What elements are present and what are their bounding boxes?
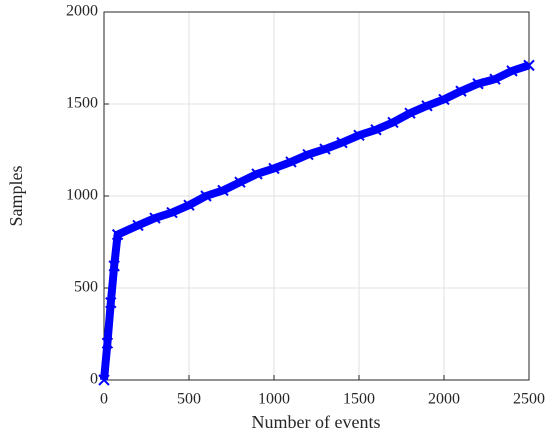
data-marker — [353, 129, 365, 141]
data-marker — [438, 93, 450, 106]
y-tick-label: 1500 — [66, 95, 98, 112]
data-marker — [149, 212, 161, 224]
data-marker — [370, 124, 382, 136]
x-tick-label: 500 — [177, 391, 201, 408]
y-tick-label: 500 — [74, 279, 98, 296]
data-marker — [101, 337, 114, 349]
data-line — [100, 61, 531, 381]
data-marker — [105, 297, 117, 309]
x-tick-label: 1500 — [343, 391, 375, 408]
x-tick-label: 2000 — [428, 391, 460, 408]
data-marker — [387, 116, 399, 129]
data-marker — [251, 168, 263, 180]
y-tick-label: 2000 — [66, 3, 98, 20]
y-tick-label: 0 — [90, 371, 98, 388]
data-marker — [200, 190, 212, 202]
x-tick-label: 0 — [100, 391, 108, 408]
data-marker — [111, 228, 124, 241]
data-marker — [455, 85, 467, 97]
data-marker — [268, 162, 280, 175]
x-tick-label: 2500 — [513, 391, 545, 408]
data-marker — [506, 65, 518, 77]
data-marker — [489, 73, 501, 85]
x-tick-label: 1000 — [258, 391, 290, 408]
data-marker — [217, 184, 229, 197]
y-axis-label: Samples — [6, 166, 26, 227]
data-marker — [523, 59, 535, 72]
data-marker — [302, 148, 314, 161]
data-marker — [98, 374, 110, 386]
data-marker — [132, 219, 144, 232]
data-marker — [183, 199, 195, 211]
data-marker — [421, 100, 433, 112]
x-axis-label: Number of events — [252, 412, 381, 432]
plot-frame — [103, 11, 530, 381]
data-marker — [108, 260, 120, 272]
y-tick-label: 1000 — [66, 187, 98, 204]
data-marker — [285, 156, 297, 168]
data-marker — [472, 78, 484, 90]
data-marker — [166, 206, 178, 219]
data-marker — [319, 143, 331, 155]
data-marker — [336, 136, 348, 149]
data-marker — [404, 107, 416, 119]
data-marker — [234, 176, 246, 188]
